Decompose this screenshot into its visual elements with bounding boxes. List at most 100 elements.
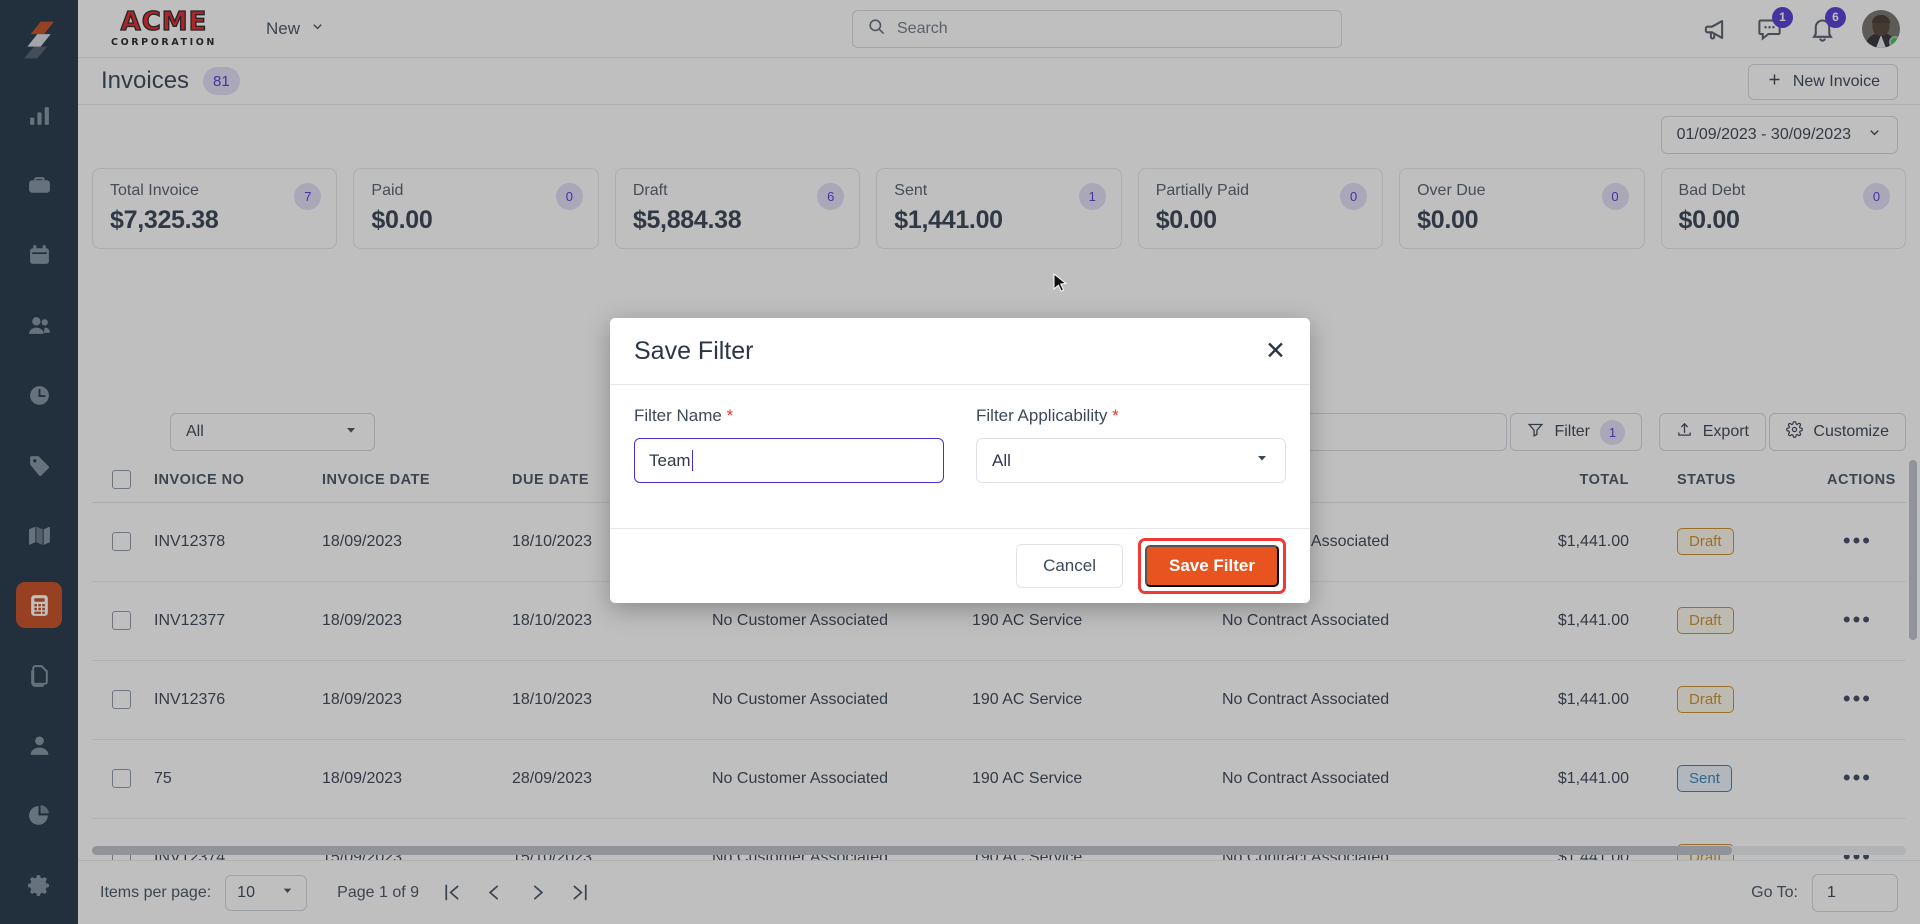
filter-applicability-dropdown[interactable]: All — [976, 438, 1286, 483]
announcements-button[interactable] — [1703, 16, 1730, 43]
summary-card-value: $0.00 — [1155, 206, 1217, 234]
sidebar-item-reports[interactable] — [16, 792, 62, 838]
row-actions-menu-icon[interactable]: ••• — [1842, 765, 1872, 790]
save-filter-button[interactable]: Save Filter — [1145, 545, 1279, 587]
row-actions-menu-icon[interactable]: ••• — [1842, 528, 1872, 553]
prev-page-button[interactable] — [484, 882, 505, 903]
sidebar-item-timesheet[interactable] — [16, 372, 62, 418]
avatar[interactable] — [1862, 10, 1900, 48]
filter-applicability-value: All — [992, 450, 1011, 470]
row-checkbox[interactable] — [112, 769, 131, 788]
summary-card-count: 0 — [1601, 183, 1629, 210]
sidebar-item-pricing[interactable] — [16, 442, 62, 488]
chevron-down-icon — [1254, 450, 1270, 471]
sidebar — [0, 0, 78, 924]
table-row[interactable]: 75 18/09/2023 28/09/2023 No Customer Associ… — [92, 739, 1906, 819]
first-page-button[interactable] — [441, 882, 462, 903]
new-invoice-button[interactable]: New Invoice — [1747, 64, 1898, 100]
cancel-button[interactable]: Cancel — [1016, 544, 1123, 588]
cell-status: Draft — [1677, 502, 1827, 582]
column-header[interactable]: STATUS — [1677, 458, 1827, 503]
column-header[interactable]: INVOICE NO — [154, 458, 322, 503]
save-filter-highlight: Save Filter — [1138, 538, 1286, 594]
invoice-count-badge: 81 — [203, 67, 240, 95]
row-select-cell — [92, 660, 154, 740]
gear-icon — [27, 873, 52, 898]
filter-count-badge: 1 — [1600, 419, 1625, 445]
calendar-icon — [27, 243, 52, 268]
cell-invoice-date: 18/09/2023 — [322, 739, 512, 819]
calculator-icon — [27, 593, 52, 618]
sidebar-item-settings[interactable] — [16, 862, 62, 908]
save-filter-modal: Save Filter ✕ Filter Name * Team Filter … — [610, 318, 1310, 603]
customize-label: Customize — [1813, 423, 1889, 440]
summary-card[interactable]: Sent $1,441.00 1 — [876, 168, 1122, 249]
filter-button[interactable]: Filter 1 — [1510, 413, 1642, 451]
column-header[interactable]: ACTIONS — [1827, 458, 1906, 503]
sidebar-item-profile[interactable] — [16, 722, 62, 768]
items-per-page-dropdown[interactable]: 10 — [225, 874, 308, 911]
filter-name-input[interactable]: Team — [634, 438, 944, 483]
export-button[interactable]: Export — [1658, 413, 1766, 451]
date-range-value: 01/09/2023 - 30/09/2023 — [1676, 126, 1851, 143]
summary-card-value: $0.00 — [1417, 206, 1479, 234]
notifications-button[interactable]: 6 — [1809, 6, 1846, 43]
customize-button[interactable]: Customize — [1769, 413, 1906, 451]
zigzag-logo-icon[interactable] — [13, 14, 65, 66]
brand-logo[interactable]: ACME CORPORATION — [100, 8, 228, 48]
cell-total: $1,441.00 — [1502, 502, 1677, 582]
summary-card[interactable]: Partially Paid $0.00 0 — [1137, 168, 1384, 249]
status-filter-dropdown[interactable]: All — [170, 413, 375, 451]
row-checkbox[interactable] — [112, 532, 131, 551]
summary-card-count: 1 — [1078, 183, 1106, 210]
table-row[interactable]: INV12376 18/09/2023 18/10/2023 No Customer … — [92, 660, 1906, 740]
cell-service: 190 AC Service — [972, 660, 1222, 740]
summary-card-value: $0.00 — [1678, 206, 1740, 234]
sidebar-item-jobs[interactable] — [16, 162, 62, 208]
horizontal-scrollbar[interactable] — [92, 846, 1906, 855]
chevron-down-icon — [343, 422, 359, 443]
summary-card[interactable]: Paid $0.00 0 — [353, 168, 599, 249]
cell-actions: ••• — [1827, 581, 1906, 661]
sidebar-item-invoices[interactable] — [16, 582, 62, 628]
summary-card[interactable]: Draft $5,884.38 6 — [614, 168, 861, 249]
filter-name-label: Filter Name * — [634, 406, 944, 426]
close-icon[interactable]: ✕ — [1265, 336, 1286, 365]
sidebar-item-analytics[interactable] — [16, 92, 62, 138]
goto-input[interactable]: 1 — [1812, 873, 1898, 912]
sidebar-item-map[interactable] — [16, 512, 62, 558]
last-page-button[interactable] — [570, 882, 591, 903]
text-caret — [691, 450, 693, 471]
row-actions-menu-icon[interactable]: ••• — [1842, 686, 1872, 711]
next-page-button[interactable] — [527, 882, 548, 903]
items-per-page-value: 10 — [237, 883, 255, 901]
summary-card-value: $1,441.00 — [894, 206, 1003, 234]
summary-card[interactable]: Total Invoice $7,325.38 7 — [92, 168, 338, 249]
export-label: Export — [1702, 423, 1749, 440]
new-menu[interactable]: New — [266, 19, 325, 39]
date-range-picker[interactable]: 01/09/2023 - 30/09/2023 — [1660, 116, 1898, 154]
goto-label: Go To: — [1751, 883, 1798, 901]
chat-badge: 1 — [1772, 6, 1793, 28]
search-input[interactable] — [897, 20, 1327, 38]
sidebar-item-customers[interactable] — [16, 302, 62, 348]
row-actions-menu-icon[interactable]: ••• — [1842, 607, 1872, 632]
filter-name-label-text: Filter Name — [634, 406, 722, 425]
summary-card[interactable]: Over Due $0.00 0 — [1399, 168, 1645, 249]
messages-button[interactable]: 1 — [1756, 6, 1793, 43]
row-checkbox[interactable] — [112, 611, 131, 630]
select-all-checkbox[interactable] — [112, 470, 131, 490]
horizontal-scrollbar-thumb[interactable] — [92, 846, 1732, 855]
briefcase-icon — [27, 173, 52, 198]
vertical-scrollbar[interactable] — [1909, 460, 1917, 640]
column-header[interactable]: INVOICE DATE — [322, 458, 512, 503]
sidebar-item-schedule[interactable] — [16, 232, 62, 278]
global-search[interactable] — [852, 10, 1342, 48]
sidebar-item-documents[interactable] — [16, 652, 62, 698]
mouse-cursor — [1053, 272, 1068, 299]
summary-card[interactable]: Bad Debt $0.00 0 — [1660, 168, 1906, 249]
row-checkbox[interactable] — [112, 690, 131, 709]
cell-contract: No Contract Associated — [1222, 660, 1502, 740]
column-header[interactable]: TOTAL — [1502, 458, 1677, 503]
